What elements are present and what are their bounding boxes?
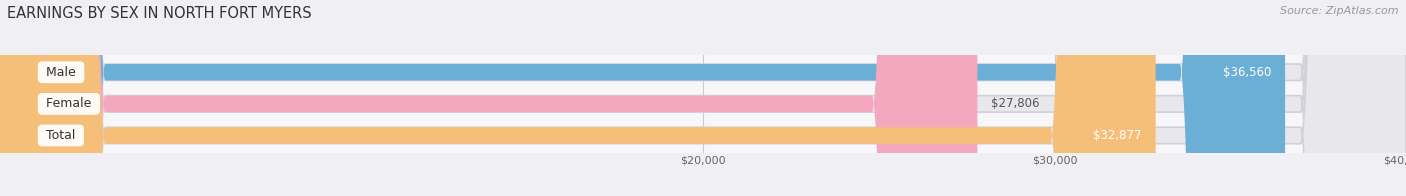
Text: $27,806: $27,806 xyxy=(991,97,1040,110)
Text: EARNINGS BY SEX IN NORTH FORT MYERS: EARNINGS BY SEX IN NORTH FORT MYERS xyxy=(7,6,312,21)
FancyBboxPatch shape xyxy=(0,0,1285,196)
Text: Female: Female xyxy=(42,97,96,110)
Text: $32,877: $32,877 xyxy=(1092,129,1142,142)
Text: $36,560: $36,560 xyxy=(1223,66,1271,79)
Text: Source: ZipAtlas.com: Source: ZipAtlas.com xyxy=(1281,6,1399,16)
FancyBboxPatch shape xyxy=(0,0,1156,196)
FancyBboxPatch shape xyxy=(0,0,977,196)
Text: Total: Total xyxy=(42,129,80,142)
Text: Male: Male xyxy=(42,66,80,79)
